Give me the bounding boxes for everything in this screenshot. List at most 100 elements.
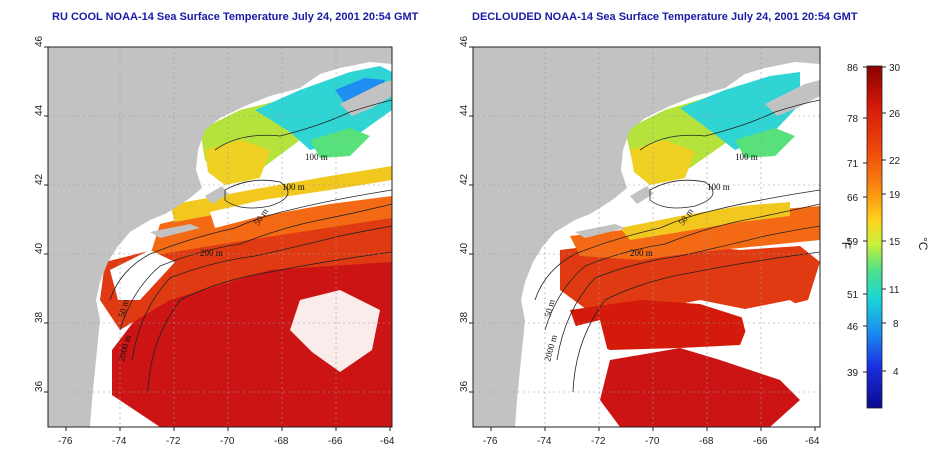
right-map-frame bbox=[472, 46, 821, 428]
left-bathymetry-contours bbox=[109, 99, 392, 393]
colorbar-celsius-ticks: 30 26 22 19 15 11 8 4 bbox=[882, 63, 901, 378]
left-lon-tick-0: -76 bbox=[58, 436, 73, 447]
colorbar-f-tick-51: 51 bbox=[847, 290, 859, 301]
left-contour-label-50m-south: 50 m bbox=[116, 298, 130, 318]
right-lon-tick-3: -70 bbox=[645, 436, 660, 447]
right-sst-yellow-band bbox=[620, 202, 790, 240]
colorbar-c-tick-30: 30 bbox=[889, 63, 901, 74]
right-lat-tick-0: 36 bbox=[459, 380, 470, 392]
right-gap-south-east bbox=[740, 300, 820, 380]
colorbar-f-tick-78: 78 bbox=[847, 114, 859, 125]
right-contour-gulf-maine bbox=[639, 99, 820, 151]
left-lon-tick-4: -68 bbox=[274, 436, 289, 447]
left-lat-tick-0: 36 bbox=[34, 380, 45, 392]
right-contour-label-50m-south: 50 m bbox=[542, 298, 556, 318]
left-contour-2000m bbox=[147, 251, 392, 393]
right-lat-tick-4: 44 bbox=[459, 104, 470, 116]
left-contour-gulf-maine bbox=[214, 99, 392, 151]
right-lon-axis: -76 -74 -72 -70 -68 -66 -64 bbox=[483, 427, 820, 447]
left-cape-cod bbox=[205, 186, 228, 204]
left-contour-50m bbox=[109, 189, 392, 301]
right-lat-axis: 36 38 40 42 44 46 bbox=[459, 35, 473, 393]
colorbar-f-tick-86: 86 bbox=[847, 63, 859, 74]
colorbar-c-tick-22: 22 bbox=[889, 156, 901, 167]
right-contour-label-100m-gulf: 100 m bbox=[735, 152, 758, 162]
left-contour-label-100m-bank: 100 m bbox=[282, 182, 305, 192]
colorbar-f-tick-66: 66 bbox=[847, 193, 859, 204]
left-lat-axis: 36 38 40 42 44 46 bbox=[34, 35, 48, 393]
right-lat-tick-2: 40 bbox=[459, 242, 470, 254]
left-lon-tick-5: -66 bbox=[328, 436, 343, 447]
right-lon-tick-4: -68 bbox=[699, 436, 714, 447]
right-sst-gulf-of-maine-yellow bbox=[630, 140, 695, 185]
colorbar-c-tick-15: 15 bbox=[889, 237, 901, 248]
left-sst-yellow-band bbox=[170, 166, 392, 222]
left-map-frame bbox=[47, 46, 393, 428]
left-map-title: RU COOL NOAA-14 Sea Surface Temperature … bbox=[52, 11, 419, 23]
right-lon-tick-6: -64 bbox=[805, 436, 820, 447]
left-lon-tick-2: -72 bbox=[166, 436, 181, 447]
right-contour-label-100m-bank: 100 m bbox=[707, 182, 730, 192]
right-contour-50m bbox=[534, 189, 820, 301]
colorbar-f-tick-59: 59 bbox=[847, 237, 859, 248]
right-map-title: DECLOUDED NOAA-14 Sea Surface Temperatur… bbox=[472, 11, 858, 23]
left-contour-georges-bank bbox=[224, 179, 289, 209]
right-contour-100m bbox=[544, 203, 820, 331]
colorbar-f-tick-46: 46 bbox=[847, 322, 859, 333]
left-contour-label-100m-gulf: 100 m bbox=[305, 152, 328, 162]
right-long-island bbox=[575, 224, 625, 238]
colorbar-ramp bbox=[866, 65, 883, 409]
left-lat-tick-4: 44 bbox=[34, 104, 45, 116]
left-long-island bbox=[150, 224, 200, 238]
left-lat-tick-3: 42 bbox=[34, 173, 45, 185]
left-nova-scotia bbox=[340, 80, 392, 116]
colorbar-c-tick-26: 26 bbox=[889, 109, 901, 120]
temperature-colorbar: 86 78 71 66 59 51 46 39 30 26 22 19 15 1… bbox=[839, 63, 930, 409]
right-lat-tick-3: 42 bbox=[459, 173, 470, 185]
colorbar-fahrenheit-ticks: 86 78 71 66 59 51 46 39 bbox=[847, 63, 867, 379]
left-lat-tick-2: 40 bbox=[34, 242, 45, 254]
right-sst-deep-red-south bbox=[600, 348, 800, 427]
right-lon-tick-2: -72 bbox=[591, 436, 606, 447]
right-nova-scotia bbox=[765, 80, 820, 116]
colorbar-fahrenheit-label: °F bbox=[839, 237, 853, 249]
right-sst-deep-red-mid bbox=[570, 300, 750, 350]
left-lon-axis: -76 -74 -72 -70 -68 -66 -64 bbox=[58, 427, 395, 447]
left-lon-tick-1: -74 bbox=[112, 436, 127, 447]
colorbar-c-tick-11: 11 bbox=[889, 285, 900, 296]
colorbar-c-tick-8: 8 bbox=[893, 319, 899, 330]
left-contour-100m bbox=[119, 203, 392, 331]
colorbar-c-tick-19: 19 bbox=[889, 190, 901, 201]
right-lat-tick-1: 38 bbox=[459, 311, 470, 323]
left-sst-green-patch bbox=[310, 128, 370, 158]
left-lat-tick-1: 38 bbox=[34, 311, 45, 323]
right-bathymetry-contours bbox=[534, 99, 820, 393]
right-cape-cod bbox=[630, 186, 653, 204]
right-contour-label-200m: 200 m bbox=[630, 248, 653, 258]
right-lon-tick-1: -74 bbox=[537, 436, 552, 447]
left-contour-200m bbox=[131, 225, 392, 361]
left-landmass bbox=[48, 47, 392, 427]
left-sst-gulf-of-maine-yellow bbox=[205, 140, 270, 185]
colorbar-f-tick-39: 39 bbox=[847, 368, 859, 379]
left-graticule bbox=[48, 47, 392, 427]
left-cloud-field-south bbox=[290, 290, 380, 372]
left-cloud-field-shelf bbox=[210, 180, 392, 228]
right-lat-tick-5: 46 bbox=[459, 35, 470, 47]
colorbar-celsius-label: °C bbox=[916, 237, 930, 251]
right-landmass bbox=[473, 47, 820, 427]
left-sst-red-region bbox=[100, 214, 392, 330]
left-contour-label-200m: 200 m bbox=[200, 248, 223, 258]
left-lon-tick-6: -64 bbox=[380, 436, 395, 447]
right-contour-georges-bank bbox=[649, 179, 714, 209]
right-map-panel: 100 m 100 m 50 m 200 m 50 m 2000 m bbox=[473, 47, 820, 427]
colorbar-c-tick-4: 4 bbox=[893, 367, 899, 378]
right-graticule bbox=[473, 47, 820, 427]
left-map-panel: 100 m 100 m 50 m 200 m 50 m 2000 m bbox=[48, 47, 392, 427]
right-sst-green-patch bbox=[735, 128, 795, 158]
left-cloud-field-coast bbox=[110, 250, 175, 300]
right-contour-200m bbox=[556, 225, 820, 361]
right-lon-tick-0: -76 bbox=[483, 436, 498, 447]
right-lon-tick-5: -66 bbox=[753, 436, 768, 447]
